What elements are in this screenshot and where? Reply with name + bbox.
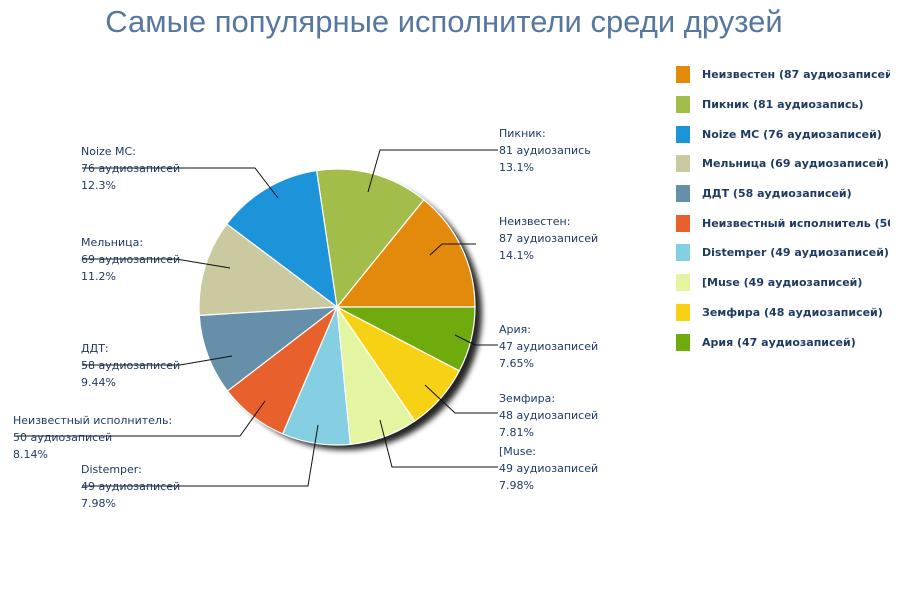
legend-swatch xyxy=(676,214,690,232)
callout-name: Неизвестный исполнитель: xyxy=(13,414,172,427)
legend-item[interactable]: [Muse (49 аудиозаписей) xyxy=(676,268,890,298)
legend-swatch xyxy=(676,185,690,203)
callout-name: Distemper: xyxy=(81,463,142,476)
callout-percent: 7.98% xyxy=(499,479,534,492)
legend-swatch xyxy=(676,155,690,173)
legend-item[interactable]: Пикник (81 аудиозапись) xyxy=(676,90,890,120)
callout-name: [Muse: xyxy=(499,445,536,458)
legend-label: Noize MC (76 аудиозаписей) xyxy=(702,127,882,141)
callout-line-9 xyxy=(424,384,498,414)
legend-swatch xyxy=(676,303,690,321)
legend-item[interactable]: Distemper (49 аудиозаписей) xyxy=(676,238,890,268)
legend-item[interactable]: Noize MC (76 аудиозаписей) xyxy=(676,119,890,149)
legend-label: Неизвестный исполнитель (50 аудиозаписей… xyxy=(702,216,890,230)
legend-item[interactable]: Ария (47 аудиозаписей) xyxy=(676,327,890,357)
callout-name: Мельница: xyxy=(81,236,143,249)
callout-name: ДДТ: xyxy=(81,342,109,355)
callout-line-3 xyxy=(82,167,279,199)
chart-title: Самые популярные исполнители среди друзе… xyxy=(105,4,783,39)
callout-count: 81 аудиозапись xyxy=(499,144,591,157)
callout-name: Ария: xyxy=(499,323,531,336)
legend-swatch xyxy=(676,96,690,114)
callout-line-6 xyxy=(14,400,266,437)
callout-count: 76 аудиозаписей xyxy=(81,162,180,175)
callout-line-2 xyxy=(367,149,498,193)
callout-count: 49 аудиозаписей xyxy=(81,480,180,493)
pie-slice-10[interactable] xyxy=(336,306,476,372)
callout-percent: 14.1% xyxy=(499,249,534,262)
callout-count: 49 аудиозаписей xyxy=(499,462,598,475)
callout-count: 87 аудиозаписей xyxy=(499,232,598,245)
callout-count: 48 аудиозаписей xyxy=(499,409,598,422)
legend-swatch xyxy=(676,333,690,351)
callout-percent: 13.1% xyxy=(499,161,534,174)
callout-line-8 xyxy=(379,419,498,468)
legend-item[interactable]: Мельница (69 аудиозаписей) xyxy=(676,149,890,179)
legend-label: Земфира (48 аудиозаписей) xyxy=(702,305,883,319)
callout-percent: 7.81% xyxy=(499,426,534,439)
legend-label: ДДТ (58 аудиозаписей) xyxy=(702,187,852,201)
callout-name: Неизвестен: xyxy=(499,215,570,228)
legend-label: Пикник (81 аудиозапись) xyxy=(702,98,864,112)
callout-count: 69 аудиозаписей xyxy=(81,253,180,266)
callout-line-4 xyxy=(82,258,231,269)
callout-name: Пикник: xyxy=(499,127,546,140)
callout-count: 58 аудиозаписей xyxy=(81,359,180,372)
pie-slice-3[interactable] xyxy=(225,169,338,309)
callout-percent: 9.44% xyxy=(81,376,116,389)
legend-label: Distemper (49 аудиозаписей) xyxy=(702,246,889,260)
callout-line-1 xyxy=(429,243,476,256)
callout-name: Земфира: xyxy=(499,392,555,405)
legend-label: [Muse (49 аудиозаписей) xyxy=(702,276,863,290)
legend-label: Ария (47 аудиозаписей) xyxy=(702,335,856,349)
legend-swatch xyxy=(676,125,690,143)
legend-swatch xyxy=(676,66,690,84)
callout-count: 47 аудиозаписей xyxy=(499,340,598,353)
pie-slices xyxy=(198,168,476,446)
callout-name: Noize MC: xyxy=(81,145,136,158)
callout-percent: 7.65% xyxy=(499,357,534,370)
pie-slice-4[interactable] xyxy=(198,223,339,317)
legend-item[interactable]: Земфира (48 аудиозаписей) xyxy=(676,298,890,328)
pie-slice-5[interactable] xyxy=(198,306,339,392)
callout-count: 50 аудиозаписей xyxy=(13,431,112,444)
legend-label: Неизвестен (87 аудиозаписей) xyxy=(702,68,890,82)
legend-label: Мельница (69 аудиозаписей) xyxy=(702,157,889,171)
legend-item[interactable]: Неизвестный исполнитель (50 аудиозаписей… xyxy=(676,208,890,238)
legend-item[interactable]: Неизвестен (87 аудиозаписей) xyxy=(676,60,890,90)
legend-item[interactable]: ДДТ (58 аудиозаписей) xyxy=(676,179,890,209)
legend-swatch xyxy=(676,274,690,292)
pie-slice-1[interactable] xyxy=(335,198,476,308)
callout-line-5 xyxy=(82,355,233,366)
pie-callouts: Неизвестен: 87 аудиозаписей 14.1% Пикник: 81… xyxy=(13,127,598,510)
callout-percent: 11.2% xyxy=(81,270,116,283)
callout-percent: 8.14% xyxy=(13,448,48,461)
legend: Неизвестен (87 аудиозаписей) Пикник (81 а… xyxy=(676,60,890,357)
callout-line-10 xyxy=(454,334,498,346)
callout-percent: 7.98% xyxy=(81,497,116,510)
callout-percent: 12.3% xyxy=(81,179,116,192)
callout-line-7 xyxy=(82,424,319,487)
legend-swatch xyxy=(676,244,690,262)
